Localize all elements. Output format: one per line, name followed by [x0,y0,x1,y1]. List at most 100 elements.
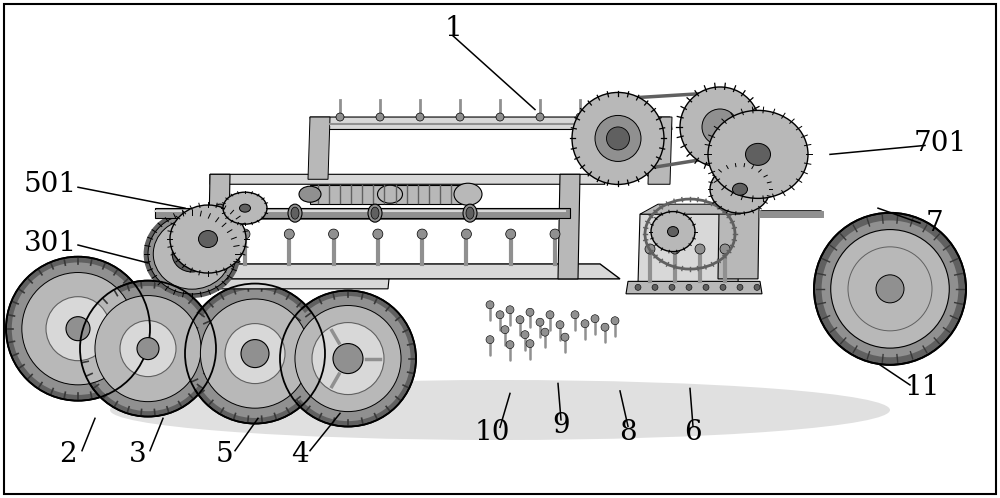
Circle shape [595,116,641,161]
Ellipse shape [463,204,477,222]
Polygon shape [208,174,230,279]
Circle shape [501,326,509,334]
Circle shape [606,127,630,150]
Circle shape [506,306,514,314]
Circle shape [285,296,411,421]
Circle shape [85,286,211,411]
Ellipse shape [144,210,240,298]
Ellipse shape [371,207,379,219]
Circle shape [521,331,529,339]
Circle shape [80,280,216,417]
Circle shape [241,340,269,368]
Ellipse shape [153,219,231,289]
Circle shape [720,284,726,290]
Circle shape [46,297,110,361]
Circle shape [536,113,544,121]
Ellipse shape [710,165,770,213]
Circle shape [536,318,544,326]
Ellipse shape [299,186,321,202]
Circle shape [737,284,743,290]
Text: 2: 2 [59,441,77,468]
Circle shape [720,244,730,254]
Text: 7: 7 [925,210,943,237]
Ellipse shape [732,183,748,195]
Circle shape [336,113,344,121]
Ellipse shape [148,214,236,294]
Circle shape [635,284,641,290]
Circle shape [611,317,619,325]
Circle shape [814,213,966,365]
Text: 11: 11 [904,374,940,401]
Polygon shape [648,117,672,184]
Circle shape [526,340,534,348]
Circle shape [703,284,709,290]
Ellipse shape [651,212,695,251]
Circle shape [417,229,427,239]
Ellipse shape [708,111,808,198]
Circle shape [670,244,680,254]
Polygon shape [228,209,560,219]
Circle shape [284,229,294,239]
Ellipse shape [110,380,890,440]
Circle shape [333,344,363,374]
Circle shape [616,113,624,121]
Circle shape [831,230,949,348]
Circle shape [6,256,150,401]
Circle shape [695,244,705,254]
Ellipse shape [459,186,481,202]
Text: 5: 5 [215,441,233,468]
Polygon shape [638,214,740,284]
Circle shape [652,284,658,290]
Circle shape [486,301,494,309]
Circle shape [556,321,564,329]
Circle shape [312,323,384,394]
Circle shape [416,113,424,121]
Text: 6: 6 [684,419,702,446]
Circle shape [754,284,760,290]
Circle shape [506,229,516,239]
Polygon shape [175,264,620,279]
Polygon shape [308,117,330,179]
Circle shape [561,333,569,341]
Circle shape [137,338,159,360]
Ellipse shape [223,192,267,224]
Polygon shape [626,281,762,294]
Circle shape [280,290,416,427]
Text: 4: 4 [291,441,309,468]
Circle shape [576,113,584,121]
Text: 3: 3 [129,441,147,468]
Ellipse shape [170,205,246,273]
Text: 301: 301 [23,230,77,256]
Circle shape [546,311,554,319]
Circle shape [876,275,904,303]
Circle shape [120,321,176,376]
Circle shape [200,299,310,408]
Circle shape [572,93,664,184]
Circle shape [506,341,514,349]
Circle shape [240,229,250,239]
Circle shape [496,311,504,319]
Circle shape [702,109,738,145]
Polygon shape [640,204,758,214]
Ellipse shape [172,236,212,272]
Polygon shape [193,269,390,289]
Circle shape [225,324,285,383]
Text: 9: 9 [552,412,570,439]
Ellipse shape [668,227,678,237]
Ellipse shape [198,231,218,248]
Circle shape [191,289,319,418]
Circle shape [12,262,144,395]
Circle shape [571,311,579,319]
Circle shape [848,247,932,331]
Polygon shape [210,174,605,184]
Text: 701: 701 [913,130,967,157]
Circle shape [22,272,134,385]
Circle shape [526,308,534,316]
Circle shape [541,328,549,336]
Circle shape [461,229,471,239]
Circle shape [185,283,325,424]
Ellipse shape [368,204,382,222]
Ellipse shape [291,207,299,219]
Polygon shape [155,208,570,218]
Circle shape [686,284,692,290]
